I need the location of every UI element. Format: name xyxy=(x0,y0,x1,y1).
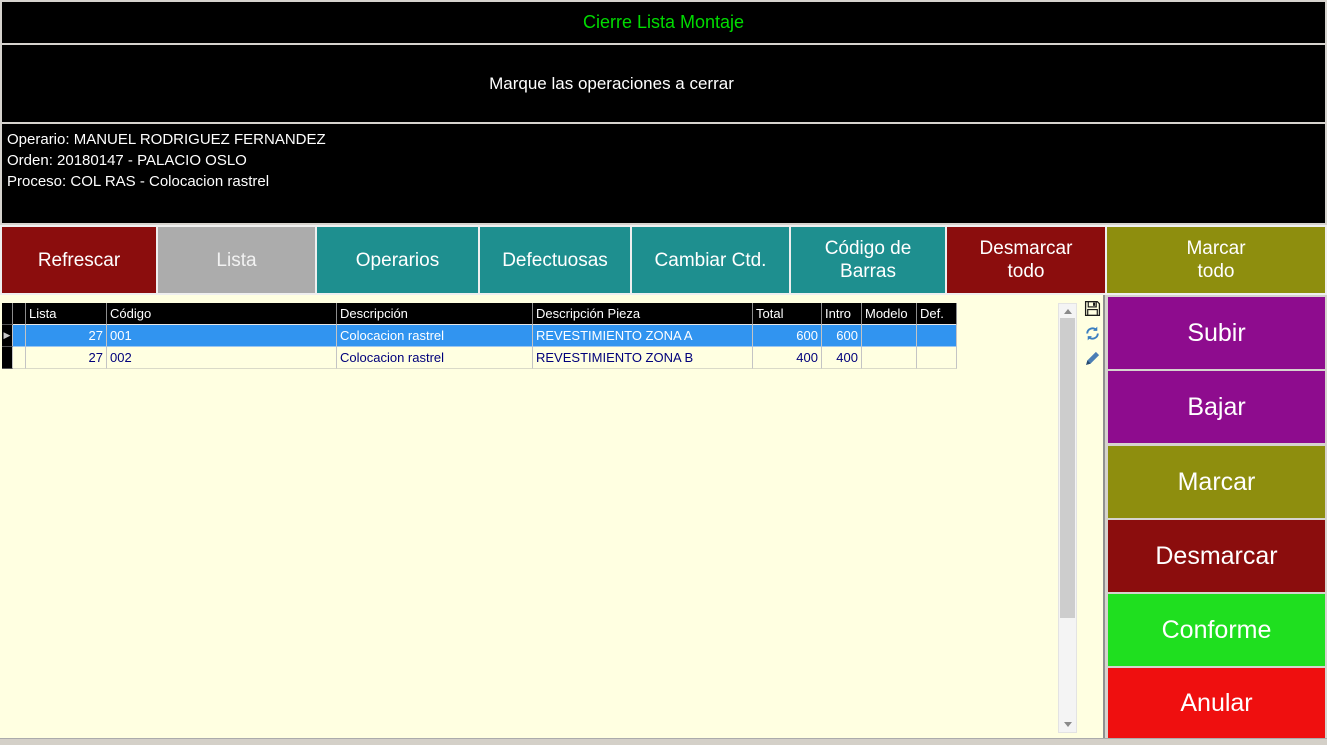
header-indicator-cell xyxy=(2,303,13,325)
column-header-lista[interactable]: Lista xyxy=(26,303,107,325)
window-title: Cierre Lista Montaje xyxy=(582,12,745,32)
refrescar-button[interactable]: Refrescar xyxy=(2,227,156,293)
vertical-scrollbar[interactable] xyxy=(1058,303,1077,733)
operations-table: Lista Código Descripción Descripción Pie… xyxy=(2,303,957,369)
scroll-up-icon[interactable] xyxy=(1063,309,1072,314)
refresh-icon[interactable] xyxy=(1082,323,1102,343)
marcar-todo-button[interactable]: Marcar todo xyxy=(1107,227,1325,293)
subir-button[interactable]: Subir xyxy=(1108,297,1325,369)
desmarcar-todo-button[interactable]: Desmarcar todo xyxy=(947,227,1105,293)
column-header-intro[interactable]: Intro xyxy=(822,303,862,325)
anular-button[interactable]: Anular xyxy=(1108,668,1325,738)
cell-descripcion: Colocacion rastrel xyxy=(337,325,533,347)
marcar-button[interactable]: Marcar xyxy=(1108,446,1325,518)
column-header-descripcion-pieza[interactable]: Descripción Pieza xyxy=(533,303,753,325)
cell-intro: 400 xyxy=(822,347,862,369)
title-bar: Cierre Lista Montaje xyxy=(2,2,1325,43)
scroll-down-icon[interactable] xyxy=(1063,722,1072,727)
cell-codigo: 002 xyxy=(107,347,337,369)
cell-total: 400 xyxy=(753,347,822,369)
main-area: Lista Código Descripción Descripción Pie… xyxy=(0,295,1327,738)
column-header-modelo[interactable]: Modelo xyxy=(862,303,917,325)
cell-codigo: 001 xyxy=(107,325,337,347)
column-header-def[interactable]: Def. xyxy=(917,303,957,325)
cell-descripcion-pieza: REVESTIMIENTO ZONA A xyxy=(533,325,753,347)
cell-intro: 600 xyxy=(822,325,862,347)
column-header-total[interactable]: Total xyxy=(753,303,822,325)
row-blank-cell xyxy=(13,347,26,369)
defectuosas-button[interactable]: Defectuosas xyxy=(480,227,630,293)
cambiar-ctd-button[interactable]: Cambiar Ctd. xyxy=(632,227,789,293)
grid-tool-icons xyxy=(1082,298,1103,373)
info-proceso: Proceso: COL RAS - Colocacion rastrel xyxy=(7,173,270,190)
table-row[interactable]: ▶ 27 001 Colocacion rastrel REVESTIMIENT… xyxy=(2,325,957,347)
cell-lista: 27 xyxy=(26,347,107,369)
info-panel: Operario: MANUEL RODRIGUEZ FERNANDEZ Ord… xyxy=(2,124,1325,223)
header-blank-cell xyxy=(13,303,26,325)
cell-descripcion: Colocacion rastrel xyxy=(337,347,533,369)
table-header-row: Lista Código Descripción Descripción Pie… xyxy=(2,303,957,325)
current-row-arrow-icon: ▶ xyxy=(3,330,11,340)
info-operario: Operario: MANUEL RODRIGUEZ FERNANDEZ xyxy=(7,131,326,148)
operarios-button[interactable]: Operarios xyxy=(317,227,478,293)
row-blank-cell xyxy=(13,325,26,347)
edit-pencil-icon[interactable] xyxy=(1082,348,1102,368)
column-header-codigo[interactable]: Código xyxy=(107,303,337,325)
status-strip xyxy=(0,738,1327,745)
info-orden: Orden: 20180147 - PALACIO OSLO xyxy=(7,152,247,169)
save-icon[interactable] xyxy=(1082,298,1102,318)
toolbar: Refrescar Lista Operarios Defectuosas Ca… xyxy=(0,225,1327,295)
row-indicator-cell: ▶ xyxy=(2,325,13,347)
lista-button[interactable]: Lista xyxy=(158,227,315,293)
cell-lista: 27 xyxy=(26,325,107,347)
cell-total: 600 xyxy=(753,325,822,347)
row-indicator-cell xyxy=(2,347,13,369)
panel-separator xyxy=(1103,295,1105,738)
table-row[interactable]: 27 002 Colocacion rastrel REVESTIMIENTO … xyxy=(2,347,957,369)
bajar-button[interactable]: Bajar xyxy=(1108,371,1325,443)
cell-descripcion-pieza: REVESTIMIENTO ZONA B xyxy=(533,347,753,369)
codigo-de-barras-button[interactable]: Código de Barras xyxy=(791,227,945,293)
instruction-text: Marque las operaciones a cerrar xyxy=(489,73,734,93)
action-button-column: Subir Bajar Marcar Desmarcar Conforme An… xyxy=(1105,295,1327,738)
scrollbar-thumb[interactable] xyxy=(1060,318,1075,618)
subtitle-bar: Marque las operaciones a cerrar xyxy=(2,45,1325,122)
conforme-button[interactable]: Conforme xyxy=(1108,594,1325,666)
cell-modelo xyxy=(862,325,917,347)
column-header-descripcion[interactable]: Descripción xyxy=(337,303,533,325)
cell-def xyxy=(917,325,957,347)
cell-def xyxy=(917,347,957,369)
cell-modelo xyxy=(862,347,917,369)
desmarcar-button[interactable]: Desmarcar xyxy=(1108,520,1325,592)
